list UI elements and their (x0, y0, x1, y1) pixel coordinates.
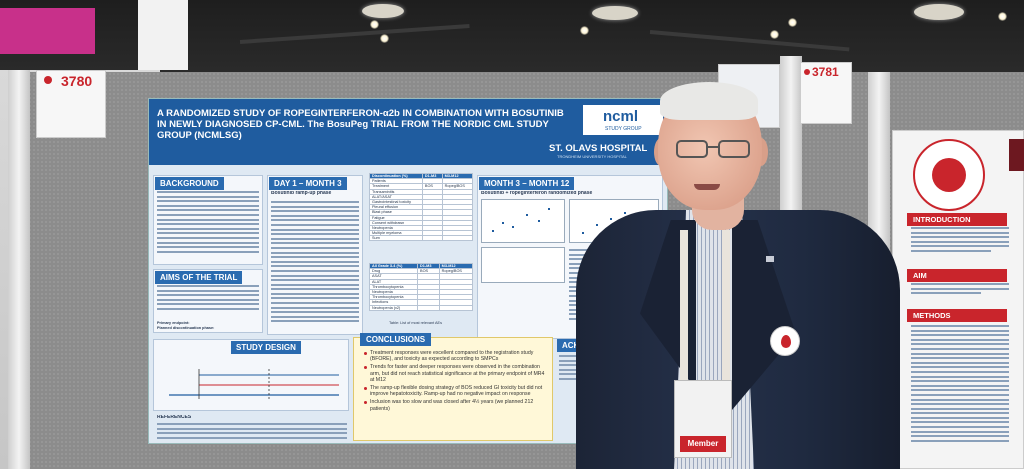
poster-number-card-right: 3781 (800, 62, 852, 124)
discontinuation-row: Patients (369, 178, 474, 185)
ceiling-light (580, 26, 589, 35)
month1-text (271, 201, 359, 325)
glasses-bridge (708, 146, 718, 148)
glasses-lens (718, 140, 750, 158)
background-text (157, 191, 259, 255)
ceiling-lamp (914, 4, 964, 20)
methods-heading: METHODS (907, 309, 1007, 322)
adverse-events-cell (438, 304, 474, 311)
discontinuation-table: Discontinuation (%) D1-M3 M3-M12 Patients Tr… (369, 172, 474, 242)
lanyard (722, 230, 730, 380)
blood-drop-pin (770, 326, 800, 356)
society-logo (913, 139, 985, 211)
hair (660, 82, 758, 120)
ncml-logo-sub: STUDY GROUP (605, 126, 642, 132)
methods-text (911, 325, 1009, 465)
conclusion-item: Inclusion was too slow and was closed af… (364, 399, 550, 412)
aims-text (157, 285, 259, 313)
mouth (694, 184, 720, 190)
lapel-pin (766, 256, 774, 262)
month1-subheading: Bosutinib ramp-up phase (271, 191, 332, 196)
poster-title: A RANDOMIZED STUDY OF ROPEGINTERFERON-α2… (157, 108, 564, 141)
conclusion-item: Trends for faster and deeper responses w… (364, 364, 550, 383)
study-design-diagram (169, 369, 339, 399)
introduction-heading: INTRODUCTION (907, 213, 1007, 226)
discontinuation-row: Discontinuation (%) D1-M3 M3-M12 (369, 172, 474, 180)
number-dot (44, 76, 52, 84)
adverse-events-table: All Grade 3-4 (%) D1-M3 M3-M12 Drug BOS Ropeg… (368, 262, 474, 311)
conclusions-heading: CONCLUSIONS (360, 333, 432, 346)
response-plot-3 (481, 247, 565, 283)
conclusions-list: Treatment responses were excellent compa… (364, 350, 550, 414)
references-heading: REFERENCES (157, 415, 192, 420)
references-text (157, 423, 347, 441)
month1-heading: DAY 1 – MONTH 3 (269, 177, 347, 190)
adverse-events-cell: Neutropenia (x2) (368, 304, 419, 311)
ceiling-beam (649, 30, 850, 52)
aim-text (911, 283, 1009, 305)
ae-table-caption: Table: List of most relevant AEs (389, 321, 442, 325)
presenter: Member (570, 80, 910, 469)
ceiling-light (380, 34, 389, 43)
lanyard (680, 230, 688, 380)
ceiling-light (770, 30, 779, 39)
discontinuation-cell: Sum (369, 235, 423, 242)
conclusion-item: The ramp-up flexible dosing strategy of … (364, 385, 550, 397)
ceiling-light (788, 18, 797, 27)
white-sign (138, 0, 188, 70)
right-poster: INTRODUCTION AIM METHODS (892, 130, 1024, 469)
month3-heading: MONTH 3 – MONTH 12 (479, 177, 575, 190)
ceiling-light (370, 20, 379, 29)
hospital-name: ST. OLAVS HOSPITAL (549, 143, 648, 154)
acknowledgements-text (559, 355, 579, 383)
ncml-logo-box: ncml STUDY GROUP (583, 105, 663, 135)
study-design-heading: STUDY DESIGN (231, 341, 301, 354)
ncml-logo: ncml (603, 108, 639, 125)
ceiling-light (998, 12, 1007, 21)
response-plot-1 (481, 199, 565, 243)
right-poster-tab (1009, 139, 1024, 171)
adverse-events-row: Neutropenia (x2) (368, 304, 474, 311)
aims-heading: AIMS OF THE TRIAL (155, 271, 243, 284)
aims-primary-endpoint: Primary endpoint: (157, 321, 190, 325)
board-pole (780, 56, 802, 242)
discontinuation-row: Sum (369, 235, 474, 242)
conclusion-item: Treatment responses were excellent compa… (364, 350, 550, 362)
aims-discontinuation: Planned discontinuation phase: (157, 326, 215, 330)
hospital-subtitle: TRONDHEIM UNIVERSITY HOSPITAL (557, 154, 627, 159)
background-heading: BACKGROUND (155, 177, 224, 190)
ceiling-lamp (592, 6, 638, 20)
conclusions-panel: CONCLUSIONS Treatment responses were exc… (353, 333, 553, 441)
introduction-text (911, 227, 1009, 267)
poster-number-right: 3781 (812, 65, 839, 79)
pink-banner (0, 8, 95, 54)
hospital-logo: ST. OLAVS HOSPITAL TRONDHEIM UNIVERSITY … (541, 141, 665, 161)
number-dot (804, 69, 810, 75)
poster-header: A RANDOMIZED STUDY OF ROPEGINTERFERON-α2… (149, 99, 667, 165)
aim-heading: AIM (907, 269, 1007, 282)
poster-authors (157, 132, 547, 162)
month3-subheading: Bosutinib + ropeginterferon randomized p… (481, 191, 593, 196)
adverse-events-row: All Grade 3-4 (%) D1-M3 M3-M12 (368, 262, 474, 270)
ceiling-beam (239, 23, 470, 44)
poster-number-left: 3780 (61, 73, 93, 89)
discontinuation-cell (441, 235, 474, 242)
board-pole (8, 70, 30, 469)
discontinuation-cell (421, 235, 443, 242)
glasses-lens (676, 140, 708, 158)
poster-number-card-left: 3780 (36, 70, 106, 138)
member-ribbon: Member (680, 436, 726, 452)
adverse-events-cell (417, 304, 440, 311)
ceiling-lamp (362, 4, 404, 18)
